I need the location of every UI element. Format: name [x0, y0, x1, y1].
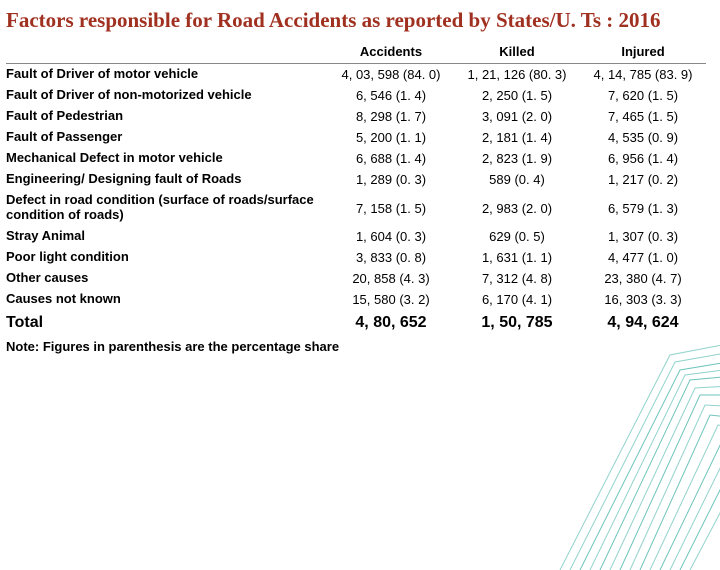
cell-killed: 1, 21, 126 (80. 3)	[454, 64, 580, 86]
cell-accidents: 20, 858 (4. 3)	[328, 268, 454, 289]
cell-accidents: 1, 604 (0. 3)	[328, 226, 454, 247]
row-label: Mechanical Defect in motor vehicle	[6, 148, 328, 169]
total-killed: 1, 50, 785	[454, 310, 580, 335]
cell-accidents: 7, 158 (1. 5)	[328, 190, 454, 226]
table-row: Engineering/ Designing fault of Roads1, …	[6, 169, 706, 190]
col-accidents: Accidents	[328, 41, 454, 64]
cell-injured: 4, 535 (0. 9)	[580, 127, 706, 148]
total-label: Total	[6, 310, 328, 335]
row-label: Defect in road condition (surface of roa…	[6, 190, 328, 226]
cell-injured: 16, 303 (3. 3)	[580, 289, 706, 310]
row-label: Fault of Driver of motor vehicle	[6, 64, 328, 86]
col-blank	[6, 41, 328, 64]
table-row: Fault of Driver of motor vehicle4, 03, 5…	[6, 64, 706, 86]
accidents-table: Accidents Killed Injured Fault of Driver…	[6, 41, 706, 335]
cell-accidents: 6, 688 (1. 4)	[328, 148, 454, 169]
cell-accidents: 6, 546 (1. 4)	[328, 85, 454, 106]
cell-injured: 6, 579 (1. 3)	[580, 190, 706, 226]
total-accidents: 4, 80, 652	[328, 310, 454, 335]
table-row: Fault of Driver of non-motorized vehicle…	[6, 85, 706, 106]
row-label: Fault of Pedestrian	[6, 106, 328, 127]
col-killed: Killed	[454, 41, 580, 64]
cell-injured: 7, 620 (1. 5)	[580, 85, 706, 106]
cell-killed: 6, 170 (4. 1)	[454, 289, 580, 310]
cell-injured: 23, 380 (4. 7)	[580, 268, 706, 289]
total-row: Total4, 80, 6521, 50, 7854, 94, 624	[6, 310, 706, 335]
table-row: Mechanical Defect in motor vehicle6, 688…	[6, 148, 706, 169]
footnote: Note: Figures in parenthesis are the per…	[0, 335, 720, 354]
cell-accidents: 4, 03, 598 (84. 0)	[328, 64, 454, 86]
cell-injured: 1, 307 (0. 3)	[580, 226, 706, 247]
cell-killed: 629 (0. 5)	[454, 226, 580, 247]
row-label: Engineering/ Designing fault of Roads	[6, 169, 328, 190]
table-row: Fault of Pedestrian8, 298 (1. 7)3, 091 (…	[6, 106, 706, 127]
slide-title: Factors responsible for Road Accidents a…	[0, 0, 720, 33]
row-label: Other causes	[6, 268, 328, 289]
table-row: Poor light condition3, 833 (0. 8)1, 631 …	[6, 247, 706, 268]
table-row: Stray Animal1, 604 (0. 3)629 (0. 5)1, 30…	[6, 226, 706, 247]
table-row: Other causes20, 858 (4. 3)7, 312 (4. 8)2…	[6, 268, 706, 289]
cell-accidents: 8, 298 (1. 7)	[328, 106, 454, 127]
cell-accidents: 15, 580 (3. 2)	[328, 289, 454, 310]
cell-killed: 2, 250 (1. 5)	[454, 85, 580, 106]
cell-killed: 3, 091 (2. 0)	[454, 106, 580, 127]
cell-killed: 1, 631 (1. 1)	[454, 247, 580, 268]
row-label: Fault of Passenger	[6, 127, 328, 148]
table-container: Accidents Killed Injured Fault of Driver…	[0, 33, 720, 335]
cell-killed: 2, 181 (1. 4)	[454, 127, 580, 148]
row-label: Fault of Driver of non-motorized vehicle	[6, 85, 328, 106]
cell-injured: 1, 217 (0. 2)	[580, 169, 706, 190]
table-row: Defect in road condition (surface of roa…	[6, 190, 706, 226]
cell-injured: 7, 465 (1. 5)	[580, 106, 706, 127]
cell-accidents: 3, 833 (0. 8)	[328, 247, 454, 268]
header-row: Accidents Killed Injured	[6, 41, 706, 64]
table-row: Fault of Passenger5, 200 (1. 1)2, 181 (1…	[6, 127, 706, 148]
cell-accidents: 1, 289 (0. 3)	[328, 169, 454, 190]
row-label: Causes not known	[6, 289, 328, 310]
cell-killed: 2, 823 (1. 9)	[454, 148, 580, 169]
cell-killed: 589 (0. 4)	[454, 169, 580, 190]
cell-injured: 4, 14, 785 (83. 9)	[580, 64, 706, 86]
cell-injured: 6, 956 (1. 4)	[580, 148, 706, 169]
table-row: Causes not known15, 580 (3. 2)6, 170 (4.…	[6, 289, 706, 310]
cell-killed: 2, 983 (2. 0)	[454, 190, 580, 226]
row-label: Stray Animal	[6, 226, 328, 247]
row-label: Poor light condition	[6, 247, 328, 268]
cell-injured: 4, 477 (1. 0)	[580, 247, 706, 268]
cell-killed: 7, 312 (4. 8)	[454, 268, 580, 289]
total-injured: 4, 94, 624	[580, 310, 706, 335]
col-injured: Injured	[580, 41, 706, 64]
cell-accidents: 5, 200 (1. 1)	[328, 127, 454, 148]
